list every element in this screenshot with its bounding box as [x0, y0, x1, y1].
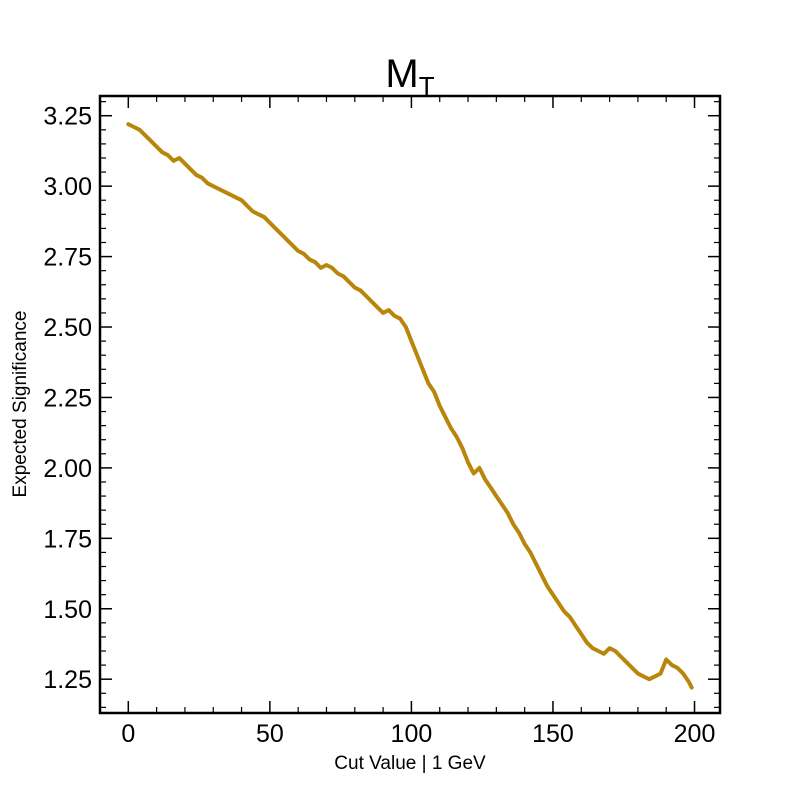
x-tick-label: 200 [674, 720, 716, 748]
x-tick-label: 0 [121, 720, 135, 748]
x-axis-title: Cut Value | 1 GeV [334, 753, 486, 774]
y-tick-label: 3.00 [43, 173, 92, 201]
y-tick-label: 1.50 [43, 596, 92, 624]
y-tick-label: 2.75 [43, 244, 92, 272]
plot-frame [98, 94, 722, 715]
series-line [126, 122, 694, 690]
y-tick-label: 2.00 [43, 455, 92, 483]
y-tick-label: 1.25 [43, 666, 92, 694]
series-layer [126, 122, 694, 690]
y-tick-label: 2.25 [43, 384, 92, 412]
tick-marks [100, 96, 720, 713]
x-tick-label: 150 [532, 720, 574, 748]
chart-title-subscript: T [419, 71, 435, 101]
chart-title: MT [385, 52, 434, 101]
tick-labels: 0 50 100 150 200 1.25 1.50 1.75 2.00 2.25 2.50 2.75… [43, 103, 715, 748]
y-tick-label: 1.75 [43, 525, 92, 553]
y-tick-label: 3.25 [43, 103, 92, 131]
x-tick-label: 100 [391, 720, 433, 748]
y-axis-title: Expected Significance [10, 311, 31, 498]
y-tick-label: 2.50 [43, 314, 92, 342]
chart-title-main: M [385, 52, 418, 96]
x-tick-label: 50 [256, 720, 284, 748]
